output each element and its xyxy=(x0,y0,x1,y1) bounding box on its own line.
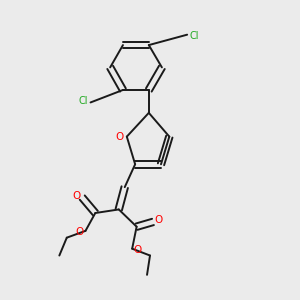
Text: O: O xyxy=(72,191,80,201)
Text: Cl: Cl xyxy=(190,31,199,41)
Text: O: O xyxy=(75,227,84,237)
Text: O: O xyxy=(134,245,142,255)
Text: O: O xyxy=(155,215,163,225)
Text: Cl: Cl xyxy=(78,96,88,106)
Text: O: O xyxy=(115,132,124,142)
